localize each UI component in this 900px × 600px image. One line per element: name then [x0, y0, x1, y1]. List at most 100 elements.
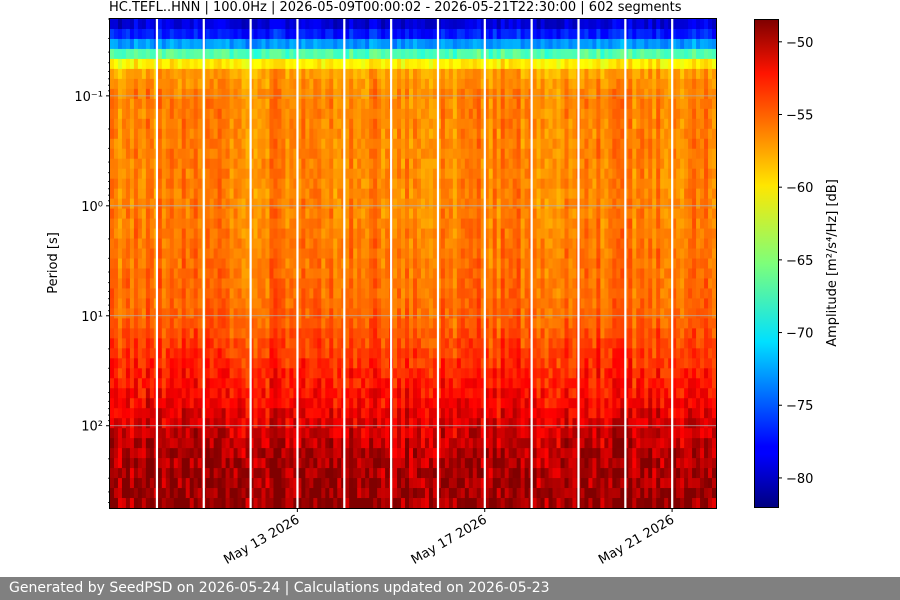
heatmap-cell: [285, 208, 291, 220]
heatmap-cell: [269, 198, 275, 210]
heatmap-column: [468, 19, 474, 509]
heatmap-cell: [436, 358, 442, 369]
heatmap-cell: [329, 138, 334, 150]
heatmap-column: [181, 19, 187, 509]
heatmap-cell: [349, 198, 354, 210]
heatmap-cell: [321, 268, 326, 280]
heatmap-cell: [225, 118, 231, 130]
heatmap-cell: [205, 358, 211, 369]
heatmap-cell: [213, 148, 219, 160]
heatmap-cell: [353, 448, 358, 459]
heatmap-cell: [277, 268, 283, 280]
heatmap-cell: [113, 398, 119, 409]
heatmap-cell: [221, 88, 227, 100]
heatmap-cell: [145, 378, 151, 389]
heatmap-cell: [237, 408, 243, 419]
heatmap-cell: [117, 358, 123, 369]
heatmap-cell: [129, 19, 135, 30]
heatmap-cell: [261, 428, 267, 439]
heatmap-cell: [349, 228, 354, 240]
heatmap-cell: [397, 278, 402, 290]
heatmap-cell: [476, 308, 482, 319]
heatmap-cell: [353, 158, 358, 170]
heatmap-cell: [496, 328, 502, 339]
heatmap-cell: [333, 458, 338, 469]
heatmap-cell: [149, 388, 155, 399]
heatmap-cell: [500, 348, 506, 359]
heatmap-cell: [329, 438, 334, 449]
heatmap-cell: [365, 158, 370, 170]
heatmap-cell: [257, 398, 263, 409]
heatmap-cell: [436, 468, 442, 479]
heatmap-cell: [329, 78, 334, 90]
heatmap-cell: [365, 498, 370, 509]
heatmap-cell: [269, 378, 275, 389]
heatmap-cell: [436, 378, 442, 389]
heatmap-cell: [413, 338, 418, 349]
heatmap-cell: [169, 418, 175, 429]
heatmap-cell: [361, 278, 366, 290]
heatmap-cell: [416, 388, 422, 399]
heatmap-cell: [397, 238, 402, 250]
heatmap-cell: [213, 378, 219, 389]
heatmap-cell: [424, 218, 430, 230]
heatmap-cell: [217, 408, 223, 419]
heatmap-cell: [137, 378, 143, 389]
heatmap-cell: [321, 248, 326, 260]
heatmap-cell: [161, 268, 167, 280]
heatmap-cell: [133, 138, 139, 150]
heatmap-cell: [225, 168, 231, 180]
heatmap-cell: [480, 378, 486, 389]
heatmap-cell: [265, 158, 271, 170]
heatmap-cell: [393, 268, 398, 280]
heatmap-cell: [492, 178, 498, 190]
heatmap-cell: [237, 19, 243, 30]
heatmap-cell: [500, 118, 506, 130]
heatmap-cell: [333, 268, 338, 280]
heatmap-cell: [369, 428, 374, 439]
heatmap-cell: [217, 328, 223, 339]
heatmap-cell: [217, 178, 223, 190]
heatmap-cell: [416, 448, 422, 459]
heatmap-cell: [161, 408, 167, 419]
heatmap-cell: [293, 128, 298, 140]
heatmap-cell: [241, 248, 247, 260]
heatmap-cell: [436, 198, 442, 210]
heatmap-cell: [309, 468, 314, 479]
heatmap-cell: [181, 318, 187, 329]
heatmap-cell: [377, 468, 382, 479]
heatmap-cell: [157, 388, 163, 399]
heatmap-cell: [420, 208, 426, 220]
heatmap-cell: [456, 448, 462, 459]
heatmap-cell: [217, 488, 223, 499]
heatmap-column: [205, 19, 211, 509]
heatmap-cell: [181, 468, 187, 479]
heatmap-cell: [145, 268, 151, 280]
heatmap-cell: [161, 68, 167, 80]
heatmap-cell: [484, 208, 490, 220]
heatmap-cell: [145, 78, 151, 90]
heatmap-cell: [205, 298, 211, 310]
heatmap-cell: [181, 328, 187, 339]
heatmap-cell: [229, 388, 235, 399]
heatmap-cell: [337, 318, 342, 329]
heatmap-cell: [484, 488, 490, 499]
heatmap-cell: [149, 498, 155, 509]
heatmap-cell: [313, 158, 318, 170]
heatmap-cell: [265, 378, 271, 389]
heatmap-cell: [397, 458, 402, 469]
heatmap-cell: [165, 68, 171, 80]
heatmap-cell: [257, 288, 263, 300]
heatmap-cell: [401, 408, 406, 419]
heatmap-cell: [289, 228, 294, 240]
heatmap-cell: [413, 278, 418, 290]
heatmap-cell: [440, 448, 446, 459]
heatmap-cell: [217, 188, 223, 200]
heatmap-cell: [405, 198, 410, 210]
heatmap-cell: [345, 228, 350, 240]
heatmap-cell: [197, 218, 203, 230]
heatmap-cell: [405, 238, 410, 250]
heatmap-cell: [500, 19, 506, 30]
heatmap-cell: [157, 338, 163, 349]
heatmap-cell: [189, 248, 195, 260]
